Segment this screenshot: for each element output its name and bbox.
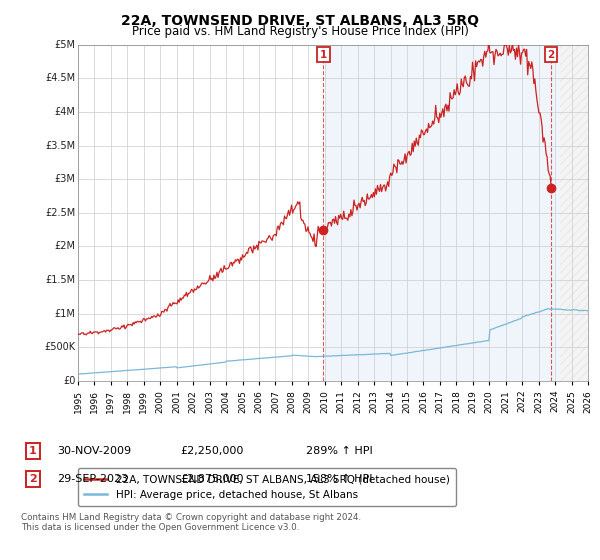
Text: 1: 1: [320, 50, 327, 60]
Text: 289% ↑ HPI: 289% ↑ HPI: [306, 446, 373, 456]
Text: 30-NOV-2009: 30-NOV-2009: [57, 446, 131, 456]
Text: 158% ↑ HPI: 158% ↑ HPI: [306, 474, 373, 484]
Bar: [560, 45, 588, 381]
Text: 1: 1: [29, 446, 37, 456]
Text: £0: £0: [63, 376, 76, 386]
Text: £2,875,000: £2,875,000: [180, 474, 244, 484]
Text: £2.5M: £2.5M: [45, 208, 76, 218]
Text: £3M: £3M: [55, 174, 76, 184]
Text: 2: 2: [547, 50, 554, 60]
Text: £2M: £2M: [55, 241, 76, 251]
Text: Contains HM Land Registry data © Crown copyright and database right 2024.: Contains HM Land Registry data © Crown c…: [21, 513, 361, 522]
Text: £4M: £4M: [55, 107, 76, 117]
Text: £3.5M: £3.5M: [46, 141, 76, 151]
Text: £2,250,000: £2,250,000: [180, 446, 244, 456]
Text: 29-SEP-2023: 29-SEP-2023: [57, 474, 128, 484]
Text: £5M: £5M: [55, 40, 76, 50]
Text: £1M: £1M: [55, 309, 76, 319]
Text: 22A, TOWNSEND DRIVE, ST ALBANS, AL3 5RQ: 22A, TOWNSEND DRIVE, ST ALBANS, AL3 5RQ: [121, 14, 479, 28]
Text: This data is licensed under the Open Government Licence v3.0.: This data is licensed under the Open Gov…: [21, 523, 299, 532]
Text: Price paid vs. HM Land Registry's House Price Index (HPI): Price paid vs. HM Land Registry's House …: [131, 25, 469, 38]
Text: £500K: £500K: [44, 342, 76, 352]
Text: £4.5M: £4.5M: [46, 73, 76, 83]
Text: 2: 2: [29, 474, 37, 484]
Text: £1.5M: £1.5M: [46, 275, 76, 285]
Bar: [325, 45, 560, 381]
Legend: 22A, TOWNSEND DRIVE, ST ALBANS, AL3 5RQ (detached house), HPI: Average price, de: 22A, TOWNSEND DRIVE, ST ALBANS, AL3 5RQ …: [78, 468, 456, 506]
